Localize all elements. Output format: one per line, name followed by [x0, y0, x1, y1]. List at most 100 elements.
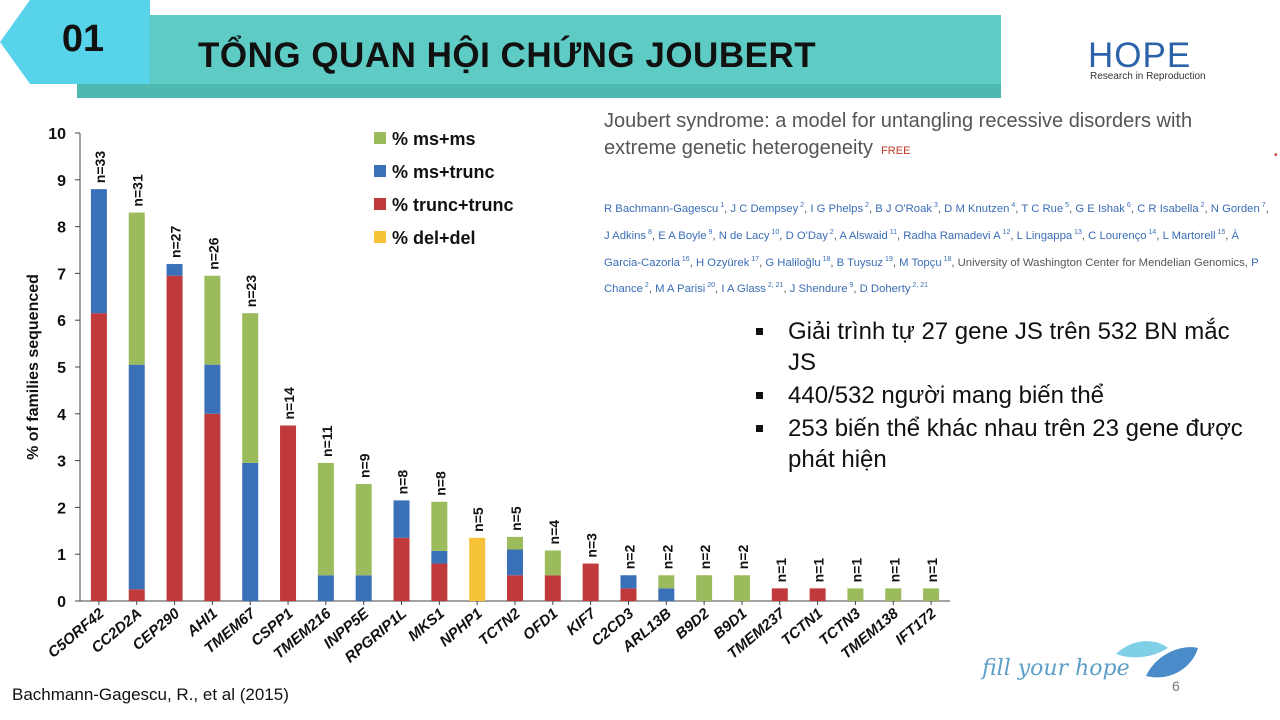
- author-affiliation: 3: [932, 202, 938, 209]
- author-affiliation: 9: [847, 282, 854, 290]
- bar-count-label: n=23: [243, 275, 259, 308]
- author-name[interactable]: C Lourenço: [1088, 229, 1147, 242]
- author-name[interactable]: D Doherty: [859, 283, 911, 296]
- author-affiliation: 9: [706, 228, 713, 236]
- bullet-square-icon: [756, 328, 763, 335]
- bar-segment: [166, 264, 183, 276]
- x-tick-label: TCTN2: [476, 605, 524, 650]
- author-name[interactable]: D M Knutzen: [944, 202, 1010, 215]
- author-name[interactable]: H Ozyürek: [695, 256, 750, 269]
- bar-count-label: n=33: [92, 151, 108, 184]
- bar-count-label: n=4: [546, 520, 562, 545]
- bullet-square-icon: [756, 392, 763, 399]
- bar-segment: [393, 500, 410, 538]
- paper-title[interactable]: Joubert syndrome: a model for untangling…: [604, 110, 1193, 159]
- y-tick-label: 7: [57, 266, 66, 283]
- bar-count-label: n=27: [168, 226, 184, 259]
- author-name[interactable]: G E Ishak: [1075, 202, 1125, 215]
- author-name[interactable]: L Lingappa: [1016, 229, 1073, 242]
- legend-swatch: [374, 165, 386, 177]
- author-affiliation: 14: [1146, 228, 1157, 236]
- author-name[interactable]: M Topçu: [899, 256, 942, 269]
- bar-count-label: n=11: [319, 425, 335, 457]
- author-affiliation: 18: [820, 255, 831, 263]
- author-affiliation: 2, 21: [910, 282, 928, 290]
- legend-swatch: [374, 132, 386, 144]
- bar-count-label: n=2: [735, 545, 751, 570]
- author-name[interactable]: D O'Day: [785, 229, 828, 242]
- author-name[interactable]: R Bachmann-Gagescu: [604, 202, 719, 215]
- author-affiliation: 20: [705, 282, 716, 290]
- bar-segment: [242, 462, 259, 601]
- author-name[interactable]: M A Parisi: [655, 283, 706, 296]
- x-tick-label: IFT172: [892, 605, 940, 649]
- bar-segment: [847, 588, 864, 601]
- x-tick-label: B9D2: [672, 605, 713, 643]
- x-tick-label: NPHP1: [436, 605, 485, 650]
- author-affiliation: 19: [883, 255, 893, 263]
- bar-segment: [355, 575, 372, 601]
- bar-segment: [809, 588, 826, 601]
- author-name[interactable]: I G Phelps: [810, 202, 864, 215]
- y-tick-label: 1: [57, 547, 66, 564]
- author-name[interactable]: J C Dempsey: [730, 202, 799, 215]
- author-name[interactable]: G Haliloğlu: [765, 256, 821, 269]
- edge-mark: •: [1274, 150, 1278, 161]
- bullet-item: Giải trình tự 27 gene JS trên 532 BN mắc…: [752, 316, 1252, 378]
- author-name: University of Washington Center for Mend…: [957, 256, 1245, 269]
- author-name[interactable]: À Garcia-Cazorla: [604, 229, 1240, 269]
- y-tick-label: 5: [57, 360, 66, 377]
- author-name[interactable]: T C Rue: [1021, 202, 1064, 215]
- bar-segment: [431, 550, 448, 564]
- bar-count-label: n=1: [773, 558, 789, 583]
- author-name[interactable]: N de Lacy: [718, 229, 770, 242]
- bar-segment: [507, 549, 523, 576]
- bar-segment: [544, 550, 561, 576]
- bar-segment: [393, 537, 410, 601]
- bar-segment: [431, 563, 448, 601]
- legend-label: % del+del: [392, 228, 476, 248]
- author-name[interactable]: I A Glass: [721, 283, 766, 296]
- bar-segment: [620, 575, 637, 589]
- bar-count-label: n=5: [508, 506, 524, 531]
- bar-segment: [469, 537, 486, 601]
- author-name[interactable]: A Alswaid: [839, 229, 888, 242]
- author-name[interactable]: B Tuysuz: [836, 256, 884, 269]
- author-name[interactable]: Radha Ramadevi A: [903, 229, 1001, 242]
- legend-label: % trunc+trunc: [392, 195, 514, 215]
- free-badge: FREE: [881, 145, 911, 157]
- bar-segment: [431, 501, 448, 551]
- hope-logo-word: HOPE: [1088, 36, 1192, 75]
- bar-count-label: n=14: [281, 387, 297, 420]
- author-name[interactable]: N Gorden: [1210, 202, 1260, 215]
- author-name[interactable]: L Martorell: [1162, 229, 1216, 242]
- y-tick-label: 0: [57, 594, 66, 611]
- bar-count-label: n=3: [584, 533, 600, 558]
- author-name[interactable]: P Chance: [604, 256, 1259, 296]
- y-axis-label: % of families sequenced: [25, 274, 42, 460]
- bar-segment: [507, 536, 523, 550]
- author-affiliation: 2: [642, 282, 649, 290]
- bar-count-label: n=31: [130, 174, 146, 207]
- author-name[interactable]: E A Boyle: [658, 229, 707, 242]
- header-band-shadow: [77, 84, 1001, 98]
- bar-segment: [317, 462, 334, 576]
- author-name[interactable]: B J O'Roak: [875, 202, 933, 215]
- bar-segment: [280, 425, 297, 601]
- y-tick-label: 8: [57, 220, 66, 237]
- author-name[interactable]: J Adkins: [604, 229, 647, 242]
- bar-segment: [204, 413, 221, 601]
- y-tick-label: 10: [48, 126, 66, 143]
- author-affiliation: 5: [1063, 202, 1070, 209]
- bullet-item: 440/532 người mang biến thể: [752, 380, 1252, 411]
- y-tick-label: 9: [57, 173, 66, 190]
- bar-segment: [885, 588, 902, 601]
- paper-title-block: Joubert syndrome: a model for untangling…: [604, 108, 1264, 165]
- y-tick-label: 3: [57, 454, 66, 471]
- leaf-logo-icon: [1116, 641, 1198, 678]
- bar-segment: [507, 575, 523, 601]
- author-name[interactable]: C R Isabella: [1137, 202, 1199, 215]
- bar-segment: [696, 575, 713, 601]
- bar-count-label: n=5: [470, 507, 486, 532]
- author-name[interactable]: J Shendure: [789, 283, 848, 296]
